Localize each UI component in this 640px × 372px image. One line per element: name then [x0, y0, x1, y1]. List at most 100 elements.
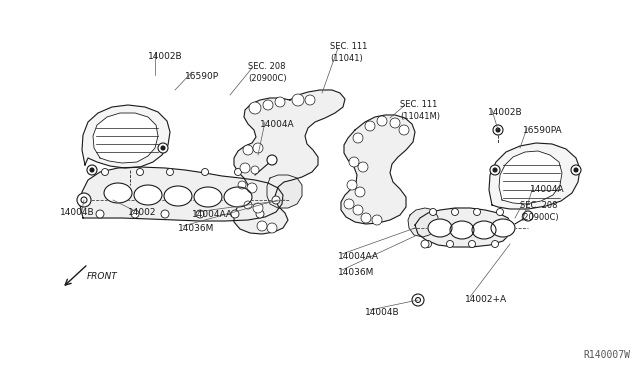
- Circle shape: [249, 102, 261, 114]
- Text: 16590PA: 16590PA: [523, 126, 563, 135]
- Text: (20900C): (20900C): [520, 213, 559, 222]
- Polygon shape: [80, 167, 283, 221]
- Circle shape: [244, 201, 252, 209]
- Circle shape: [424, 241, 431, 247]
- Circle shape: [490, 165, 500, 175]
- Circle shape: [267, 223, 277, 233]
- Polygon shape: [234, 90, 345, 234]
- Circle shape: [90, 168, 94, 172]
- Circle shape: [77, 193, 91, 207]
- Text: 14004B: 14004B: [365, 308, 399, 317]
- Text: 14004A: 14004A: [260, 120, 294, 129]
- Ellipse shape: [450, 221, 474, 239]
- Circle shape: [96, 210, 104, 218]
- Circle shape: [493, 125, 503, 135]
- Text: SEC. 208: SEC. 208: [248, 62, 285, 71]
- Circle shape: [240, 163, 250, 173]
- Ellipse shape: [104, 183, 132, 203]
- Circle shape: [267, 155, 277, 165]
- Circle shape: [243, 145, 253, 155]
- Circle shape: [305, 95, 315, 105]
- Polygon shape: [489, 143, 580, 209]
- Text: 14002+A: 14002+A: [465, 295, 507, 304]
- Ellipse shape: [194, 187, 222, 207]
- Ellipse shape: [472, 221, 496, 239]
- Circle shape: [272, 196, 280, 204]
- Text: 14002: 14002: [128, 208, 157, 217]
- Text: 14036M: 14036M: [338, 268, 374, 277]
- Polygon shape: [499, 151, 562, 204]
- Text: 14036M: 14036M: [178, 224, 214, 233]
- Circle shape: [415, 298, 420, 302]
- Circle shape: [365, 121, 375, 131]
- Circle shape: [275, 97, 285, 107]
- Text: 14002B: 14002B: [488, 108, 523, 117]
- Text: 16590P: 16590P: [185, 72, 219, 81]
- Circle shape: [161, 210, 169, 218]
- Circle shape: [196, 210, 204, 218]
- Text: (11041M): (11041M): [400, 112, 440, 121]
- Circle shape: [263, 100, 273, 110]
- Circle shape: [136, 169, 143, 176]
- Circle shape: [81, 197, 87, 203]
- Text: 14002B: 14002B: [148, 52, 182, 61]
- Circle shape: [571, 165, 581, 175]
- Circle shape: [231, 210, 239, 218]
- Text: SEC. 208: SEC. 208: [520, 201, 557, 210]
- Circle shape: [87, 165, 97, 175]
- Circle shape: [496, 128, 500, 132]
- Circle shape: [429, 208, 436, 215]
- Circle shape: [257, 221, 267, 231]
- Circle shape: [421, 240, 429, 248]
- Text: (20900C): (20900C): [248, 74, 287, 83]
- Polygon shape: [267, 175, 302, 208]
- Circle shape: [523, 211, 533, 221]
- Circle shape: [497, 208, 504, 215]
- Circle shape: [347, 180, 357, 190]
- Text: (11041): (11041): [330, 54, 363, 63]
- Circle shape: [474, 208, 481, 215]
- Circle shape: [247, 183, 257, 193]
- Circle shape: [377, 116, 387, 126]
- Ellipse shape: [491, 219, 515, 237]
- Circle shape: [447, 241, 454, 247]
- Ellipse shape: [134, 185, 162, 205]
- Text: 14004B: 14004B: [60, 208, 95, 217]
- Polygon shape: [408, 208, 438, 237]
- Text: SEC. 111: SEC. 111: [400, 100, 437, 109]
- Circle shape: [251, 166, 259, 174]
- Circle shape: [344, 199, 354, 209]
- Polygon shape: [93, 113, 158, 163]
- Polygon shape: [415, 208, 512, 247]
- Circle shape: [238, 181, 246, 189]
- Text: 14004AA: 14004AA: [192, 210, 233, 219]
- Circle shape: [492, 241, 499, 247]
- Circle shape: [361, 213, 371, 223]
- Circle shape: [292, 94, 304, 106]
- Circle shape: [390, 118, 400, 128]
- Circle shape: [234, 169, 241, 176]
- Circle shape: [349, 157, 359, 167]
- Circle shape: [131, 210, 139, 218]
- Circle shape: [358, 162, 368, 172]
- Circle shape: [355, 187, 365, 197]
- Text: R140007W: R140007W: [583, 350, 630, 360]
- Text: SEC. 111: SEC. 111: [330, 42, 367, 51]
- Ellipse shape: [164, 186, 192, 206]
- Circle shape: [493, 168, 497, 172]
- Circle shape: [353, 133, 363, 143]
- Circle shape: [372, 215, 382, 225]
- Circle shape: [166, 169, 173, 176]
- Text: FRONT: FRONT: [87, 272, 118, 281]
- Circle shape: [256, 210, 264, 218]
- Circle shape: [158, 143, 168, 153]
- Circle shape: [574, 168, 578, 172]
- Ellipse shape: [428, 219, 452, 237]
- Circle shape: [202, 169, 209, 176]
- Circle shape: [451, 208, 458, 215]
- Text: 14004AA: 14004AA: [338, 252, 379, 261]
- Circle shape: [353, 205, 363, 215]
- Circle shape: [468, 241, 476, 247]
- Polygon shape: [341, 115, 415, 224]
- Circle shape: [399, 125, 409, 135]
